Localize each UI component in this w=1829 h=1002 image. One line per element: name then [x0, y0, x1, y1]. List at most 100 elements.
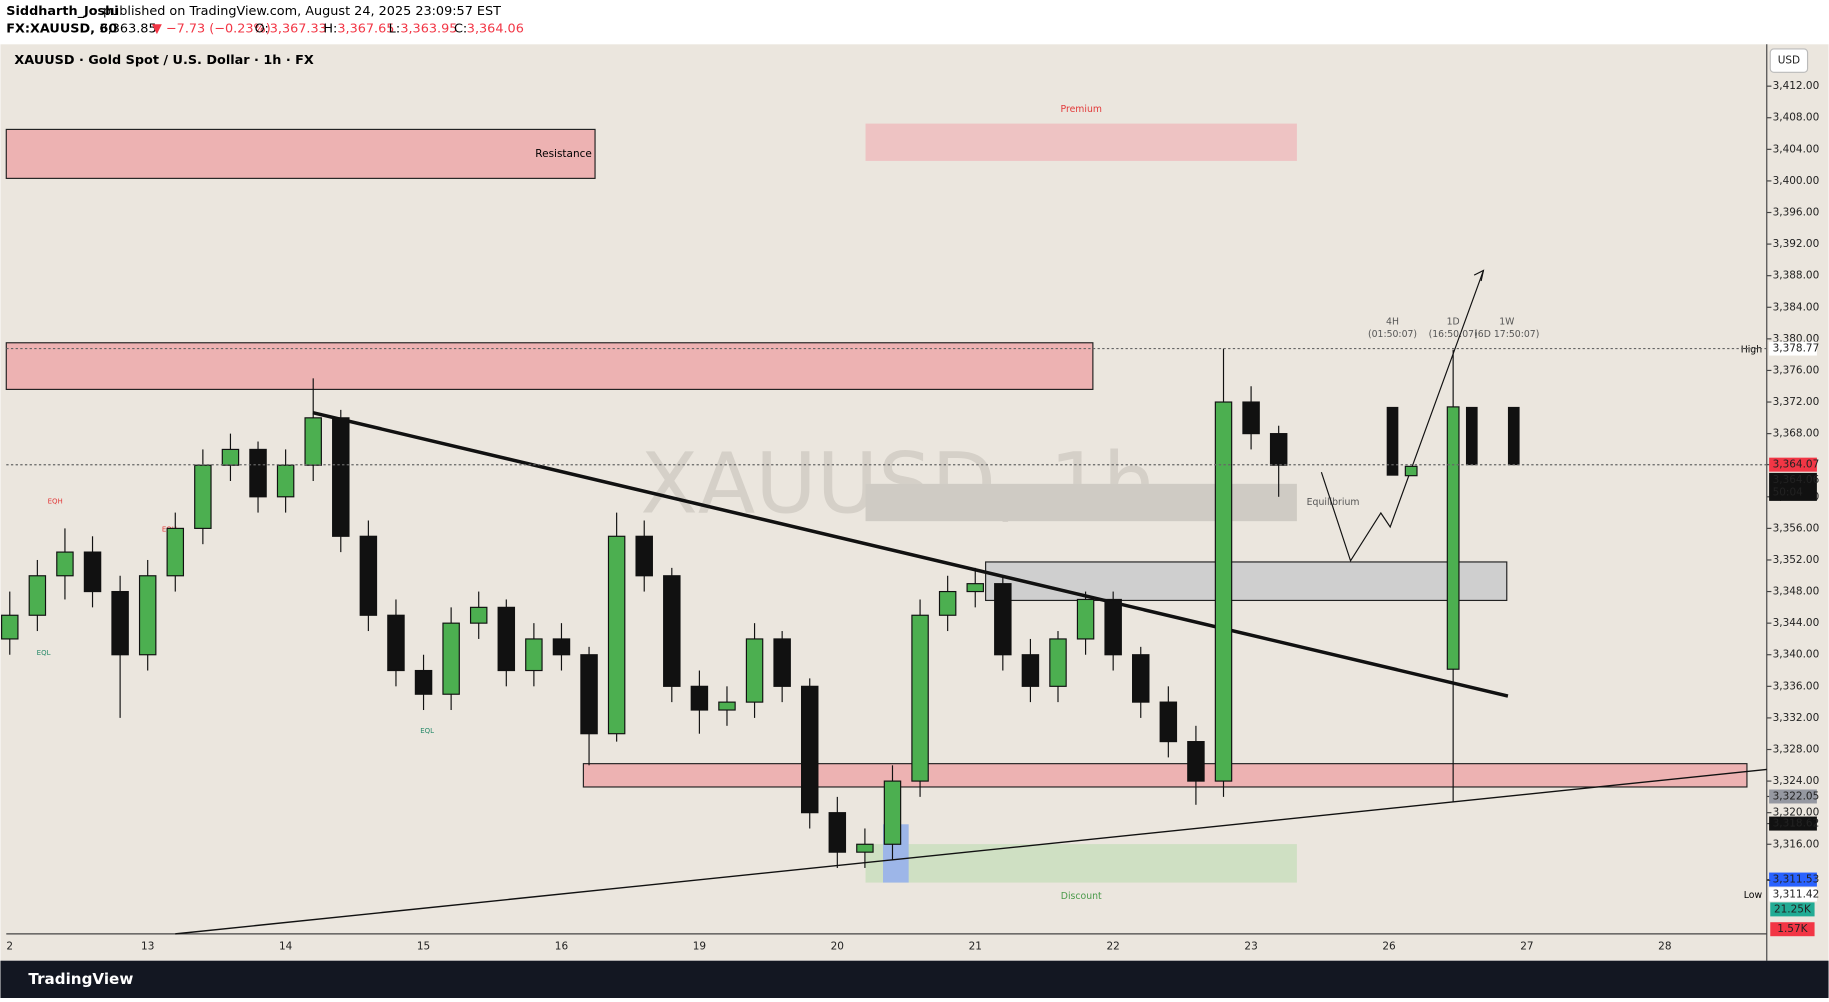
candle-body [414, 669, 433, 695]
candle-body [994, 583, 1012, 656]
candle-body [194, 464, 212, 529]
eql-label: EQL [37, 649, 51, 657]
equilibrium-label: Equilibrium [1307, 497, 1360, 508]
candle-body [387, 614, 405, 672]
price-label-box [1769, 472, 1817, 501]
publisher: Siddharth_Joshi [6, 4, 118, 19]
discount-zone [865, 844, 1297, 883]
y-tick-label: 3,388.00 [1773, 270, 1820, 282]
arrow-head [1473, 269, 1485, 282]
currency-button[interactable] [1769, 48, 1809, 73]
y-tick-label: 3,384.00 [1773, 301, 1820, 313]
candle-body [1104, 598, 1122, 656]
x-tick-label: 21 [969, 941, 982, 953]
y-tick-label: 3,408.00 [1773, 112, 1820, 124]
candle-body [1049, 638, 1067, 687]
low: 3,363.95 [400, 22, 457, 37]
candle-body [1021, 654, 1040, 687]
close: 3,364.06 [467, 22, 524, 37]
price-label: 3,311.53 [1773, 874, 1820, 886]
x-tick-label: 27 [1520, 941, 1533, 953]
brand: TradingView [28, 970, 133, 988]
y-tick-label: 3,344.00 [1773, 617, 1820, 629]
candle-body [221, 448, 240, 466]
x-tick-label: 23 [1244, 941, 1257, 953]
h-label: H: [323, 22, 337, 37]
price-label-box [1769, 457, 1817, 472]
x-tick-label: 22 [1106, 941, 1119, 953]
supply-zone [5, 342, 1094, 390]
candle-body [773, 638, 791, 687]
y-tick-label: 3,368.00 [1773, 428, 1820, 440]
candle-body [28, 575, 47, 616]
open: 3,367.33 [270, 22, 327, 37]
candle-body [938, 590, 957, 616]
y-tick-label: 3,316.00 [1773, 838, 1820, 850]
y-tick-label: 3,332.00 [1773, 712, 1820, 724]
candle-body [800, 685, 819, 814]
timer: (01:50:07) [1368, 329, 1417, 340]
timer-label: 4H [1386, 316, 1399, 327]
x-tick-label: 20 [831, 941, 844, 953]
candle-body [1, 614, 19, 640]
zones [5, 123, 1748, 883]
plot: 3,412.00 3,408.00 3,404.00 3,400.00 3,396.00… [1, 80, 1820, 953]
x-tick-label: 15 [417, 941, 430, 953]
candle-body [166, 527, 185, 577]
y-tick-label: 3,328.00 [1773, 744, 1820, 756]
eql-label: EQL [420, 727, 434, 735]
candle-body [1159, 701, 1178, 743]
volume-up-box [1770, 902, 1815, 917]
candle-body [1269, 433, 1288, 466]
y-tick-label: 3,320.00 [1773, 807, 1820, 819]
y-tick-label: 3,372.00 [1773, 396, 1820, 408]
chart-title: XAUUSD · Gold Spot / U.S. Dollar · 1h · … [14, 53, 314, 68]
candle-body [718, 701, 736, 711]
timer-label: 1W [1499, 316, 1514, 327]
price-label-box [1769, 887, 1817, 902]
countdown: 50:04 [1773, 487, 1804, 499]
volume-down: 1.57K [1777, 923, 1808, 935]
price-label: 3,311.42 [1773, 888, 1820, 900]
c-label: C: [454, 22, 467, 37]
price-label-box [1769, 341, 1817, 356]
candle-body [883, 780, 902, 845]
candle-body [83, 551, 102, 593]
candle-body [276, 464, 295, 498]
trendline [312, 411, 1509, 698]
change: ▼ −7.73 (−0.23%) [152, 22, 271, 37]
premium-zone [865, 123, 1297, 161]
header-bar [0, 0, 1829, 45]
timer: (16:50:07) [1429, 329, 1478, 340]
candle-body [607, 535, 626, 735]
y-tick-label: 3,400.00 [1773, 175, 1820, 187]
l-label: L: [389, 22, 400, 37]
x-tick-label: 2 [6, 941, 13, 953]
candle-body [856, 843, 874, 853]
projection-path [1320, 270, 1485, 563]
last-price: 3,363.85 [100, 22, 157, 37]
o-label: O: [255, 22, 269, 37]
candle-body [1076, 598, 1095, 640]
ghost-candle [1404, 465, 1418, 477]
candle-body [1187, 741, 1205, 782]
candle-body [442, 622, 460, 695]
candle-body [828, 812, 847, 853]
y-tick-label: 3,396.00 [1773, 207, 1820, 219]
y-tick-label: 3,348.00 [1773, 586, 1820, 598]
x-tick-label: 28 [1658, 941, 1671, 953]
projection-candles [1386, 349, 1520, 803]
timer-label: 1D [1447, 316, 1460, 327]
candle-body [525, 638, 543, 672]
demand-zone [582, 763, 1748, 788]
y-tick-label: 3,356.00 [1773, 522, 1820, 534]
price-label: 3,318.62 [1773, 818, 1820, 830]
candle-body [966, 583, 984, 593]
candle-body [580, 654, 598, 735]
high-label: High [1741, 344, 1763, 355]
ghost-candle [1465, 406, 1478, 466]
candle-body [1214, 401, 1233, 782]
candle-body [138, 575, 157, 656]
candle-body [56, 551, 74, 577]
discount-label: Discount [1061, 891, 1102, 902]
